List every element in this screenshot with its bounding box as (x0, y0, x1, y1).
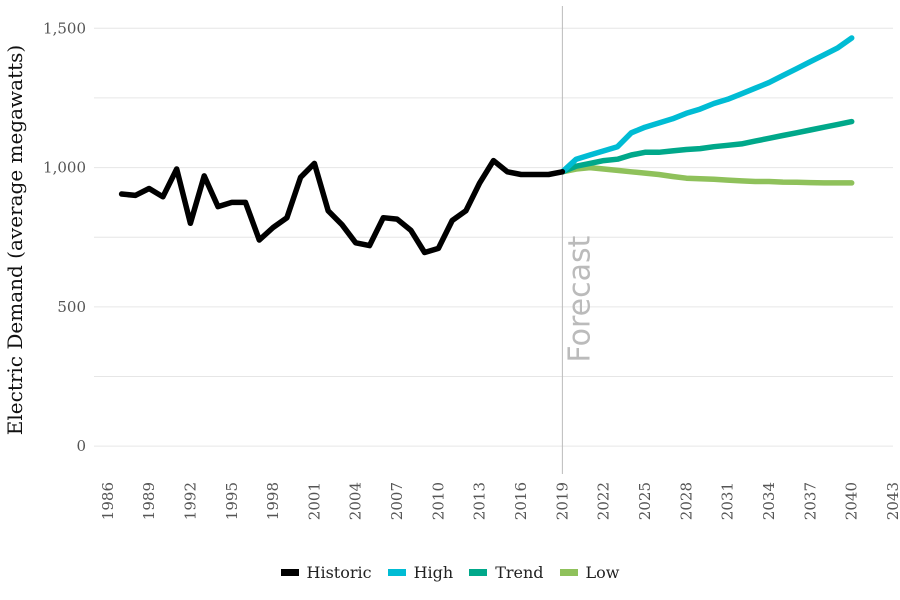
x-tick-label: 2010 (429, 482, 447, 520)
y-tick-label: 1,000 (43, 159, 86, 177)
x-tick-label: 2001 (305, 482, 323, 520)
x-tick-label: 2040 (843, 482, 861, 520)
chart-legend: Historic High Trend Low (0, 563, 900, 582)
x-tick-label: 2004 (347, 482, 365, 520)
x-tick-label: 2037 (801, 482, 819, 520)
x-tick-label: 2013 (471, 482, 489, 520)
series-line-historic (118, 157, 566, 256)
x-tick-label: 2028 (677, 482, 695, 520)
series-line-low (559, 164, 855, 186)
legend-swatch (280, 569, 299, 576)
forecast-annotation: Forecast (562, 235, 597, 362)
x-tick-label: 2007 (388, 482, 406, 520)
series-line-high (559, 35, 855, 175)
legend-label: Historic (306, 563, 372, 582)
x-tick-label: 1995 (223, 482, 241, 520)
gridlines (94, 27, 893, 447)
legend-label: High (413, 563, 454, 582)
series-line-trend (559, 118, 855, 175)
legend-label: Low (585, 563, 620, 582)
x-tick-label: 2031 (719, 482, 737, 520)
y-axis-ticks: 0 500 1,000 1,500 (43, 19, 86, 455)
legend-swatch (469, 569, 488, 576)
legend-item-trend: Trend (469, 563, 544, 582)
x-tick-label: 2025 (636, 482, 654, 520)
legend-item-low: Low (559, 563, 620, 582)
x-tick-label: 2022 (595, 482, 613, 520)
legend-item-historic: Historic (280, 563, 372, 582)
x-tick-label: 2043 (884, 482, 900, 520)
series-lines (118, 35, 855, 256)
y-tick-label: 1,500 (43, 19, 86, 37)
x-tick-label: 2019 (553, 482, 571, 520)
x-tick-label: 1986 (99, 482, 117, 520)
y-tick-label: 500 (57, 298, 86, 316)
y-tick-label: 0 (76, 437, 86, 455)
legend-label: Trend (495, 563, 544, 582)
x-tick-label: 2034 (760, 482, 778, 520)
x-tick-label: 2016 (512, 482, 530, 520)
x-tick-label: 1998 (264, 482, 282, 520)
legend-item-high: High (387, 563, 454, 582)
x-tick-label: 1992 (181, 482, 199, 520)
y-axis-title: Electric Demand (average megawatts) (3, 45, 27, 435)
x-axis-ticks: 1986 1989 1992 1995 1998 2001 2004 2007 2010 2013… (99, 482, 900, 520)
legend-swatch (559, 569, 578, 576)
legend-swatch (387, 569, 406, 576)
x-tick-label: 1989 (140, 482, 158, 520)
